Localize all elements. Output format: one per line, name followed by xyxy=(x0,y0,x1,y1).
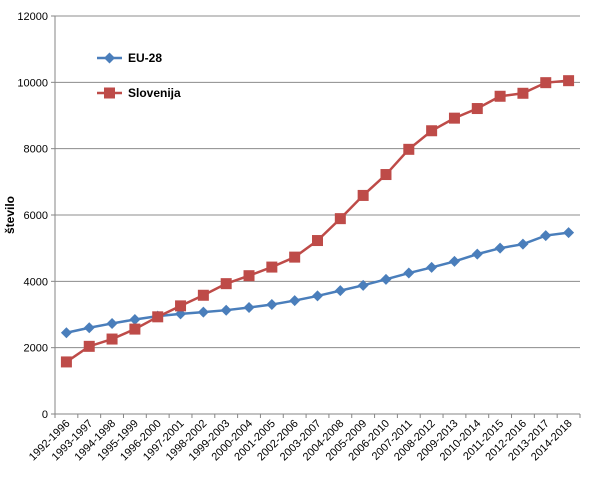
axes xyxy=(51,15,581,418)
data-point xyxy=(106,317,118,329)
series-line xyxy=(66,231,569,334)
gridlines xyxy=(55,15,580,349)
data-point xyxy=(289,295,301,307)
data-point xyxy=(243,302,255,314)
y-axis-label: število xyxy=(3,196,17,234)
series xyxy=(60,75,575,368)
data-point xyxy=(494,90,506,102)
data-point xyxy=(563,227,575,239)
data-point xyxy=(83,322,95,334)
legend-label: Slovenija xyxy=(128,86,181,100)
data-point xyxy=(471,103,483,115)
data-point xyxy=(243,270,255,282)
data-point xyxy=(60,356,72,368)
legend-marker xyxy=(104,52,115,64)
data-point xyxy=(83,340,95,352)
data-point xyxy=(448,112,460,124)
x-tick-labels: 1992-19961993-19971994-19981995-19991996… xyxy=(27,418,575,464)
data-point xyxy=(152,311,164,323)
data-point xyxy=(129,313,141,325)
y-tick-label: 0 xyxy=(42,409,48,421)
data-point xyxy=(563,75,575,87)
data-point xyxy=(517,87,529,99)
data-point xyxy=(403,143,415,155)
legend-item: EU-28 xyxy=(97,51,162,65)
series-slovenija xyxy=(60,75,575,368)
series-eu-28 xyxy=(60,227,575,339)
data-point xyxy=(540,77,552,89)
y-tick-label: 2000 xyxy=(24,343,48,355)
data-point xyxy=(289,251,301,263)
data-point xyxy=(517,238,529,250)
y-tick-label: 12000 xyxy=(17,11,48,23)
data-point xyxy=(540,230,552,242)
y-tick-labels: 0 2000 4000 6000 8000 10000 12000 xyxy=(17,11,48,421)
data-point xyxy=(60,327,72,339)
data-point xyxy=(426,125,438,137)
data-point xyxy=(380,169,392,181)
data-point xyxy=(312,235,323,247)
y-tick-label: 4000 xyxy=(24,276,48,288)
data-point xyxy=(312,290,323,302)
data-point xyxy=(197,289,209,301)
data-point xyxy=(220,304,232,316)
data-point xyxy=(334,285,346,297)
legend-marker xyxy=(104,87,115,99)
data-point xyxy=(403,267,415,279)
data-point xyxy=(448,255,460,267)
y-tick-label: 8000 xyxy=(24,144,48,156)
data-point xyxy=(197,306,209,318)
data-point xyxy=(380,273,392,285)
legend: EU-28 Slovenija xyxy=(97,51,181,100)
data-point xyxy=(471,248,483,260)
y-tick-label: 10000 xyxy=(17,77,48,89)
data-point xyxy=(175,300,187,312)
data-point xyxy=(494,242,506,254)
data-point xyxy=(220,278,232,290)
data-point xyxy=(426,261,438,273)
data-point xyxy=(334,213,346,225)
data-point xyxy=(266,299,278,311)
legend-item: Slovenija xyxy=(97,86,181,100)
y-tick-label: 6000 xyxy=(24,210,48,222)
legend-label: EU-28 xyxy=(128,51,162,65)
data-point xyxy=(266,261,278,273)
data-point xyxy=(357,189,369,201)
data-point xyxy=(129,323,141,335)
data-point xyxy=(357,279,369,291)
data-point xyxy=(106,333,118,345)
